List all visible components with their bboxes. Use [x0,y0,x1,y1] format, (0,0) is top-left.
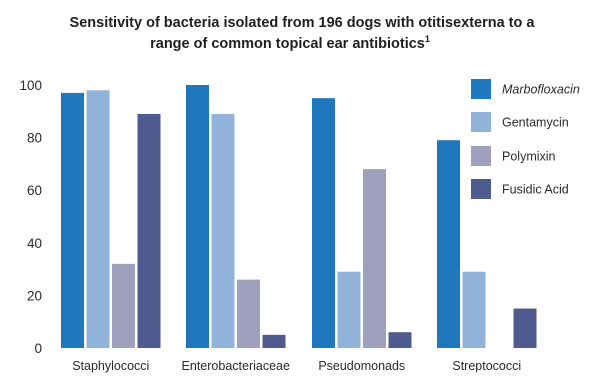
bar-polymixin-pseudomonads [363,169,386,348]
legend-swatch [471,112,491,132]
legend-label: Fusidic Acid [502,183,569,197]
chart-title-line-2-text: range of common topical ear antibiotics [150,36,425,52]
bar-polymixin-enterobacteriaceae [237,279,260,348]
legend-swatch [471,179,491,199]
bar-marbofloxacin-staphylococci [61,92,84,348]
y-tick-label: 40 [27,236,42,251]
x-axis: Staphylococci Enterobacteriaceae Pseudomon… [72,359,521,373]
bar-gentamycin-staphylococci [86,90,110,348]
legend-label: Gentamycin [502,116,569,130]
y-tick-label: 60 [27,183,42,198]
legend-swatch [471,146,491,166]
y-tick-label: 80 [27,131,42,146]
y-axis: 0 20 40 60 80 100 [19,78,42,356]
bar-fusidic-acid-streptococci [513,308,537,348]
y-tick-label: 100 [19,78,42,93]
chart-title-line-2: range of common topical ear antibiotics1 [150,34,430,52]
legend-swatch [471,79,491,99]
x-tick-label: Pseudomonads [318,359,405,373]
y-tick-label: 20 [27,288,42,303]
bar-fusidic-acid-staphylococci [137,113,161,349]
bar-fusidic-acid-enterobacteriaceae [262,334,286,348]
legend-label: Marbofloxacin [502,83,580,97]
bar-marbofloxacin-streptococci [437,140,460,348]
x-tick-label: Streptococci [452,359,521,373]
bar-marbofloxacin-enterobacteriaceae [186,85,209,348]
bar-polymixin-staphylococci [112,263,135,348]
title-footnote-marker: 1 [425,34,430,44]
legend-label: Polymixin [502,150,556,164]
bar-gentamycin-streptococci [462,271,486,348]
bar-gentamycin-enterobacteriaceae [211,113,235,349]
legend: Marbofloxacin Gentamycin Polymixin Fusidic … [471,79,580,199]
x-tick-label: Enterobacteriaceae [182,359,290,373]
bar-marbofloxacin-pseudomonads [312,98,335,349]
bar-gentamycin-pseudomonads [337,271,361,348]
bar-fusidic-acid-pseudomonads [388,332,412,348]
x-tick-label: Staphylococci [72,359,149,373]
chart-title-line-1: Sensitivity of bacteria isolated from 19… [70,15,536,31]
y-tick-label: 0 [34,341,42,356]
bars-group [61,85,537,349]
